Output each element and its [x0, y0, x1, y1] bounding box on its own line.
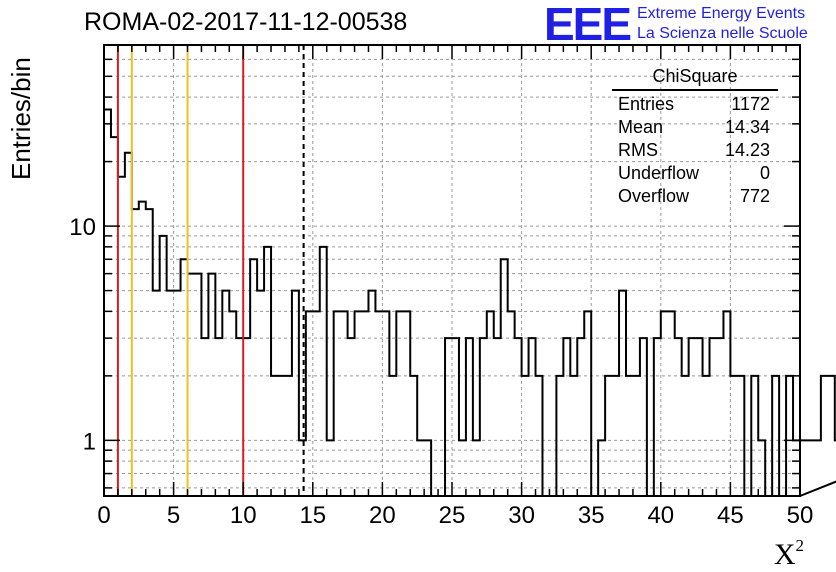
- stats-title: ChiSquare: [612, 66, 778, 91]
- x-tick-label: 0: [97, 502, 110, 529]
- x-tick-label: 25: [439, 502, 466, 529]
- stats-box: ChiSquare Entries 1172 Mean 14.34 RMS 14.23…: [612, 66, 778, 208]
- y-axis-label: Entries/bin: [6, 57, 36, 180]
- y-tick-label: 10: [69, 214, 96, 241]
- x-tick-label: 30: [508, 502, 535, 529]
- x-tick-label: 50: [787, 502, 814, 529]
- logo-line-1: Extreme Energy Events: [637, 5, 806, 22]
- stats-row-mean: Mean 14.34: [618, 117, 770, 137]
- chart-title: ROMA-02-2017-11-12-00538: [84, 8, 408, 36]
- x-axis-label: X2: [773, 536, 804, 571]
- logo-mark: EEE: [544, 0, 632, 50]
- x-tick-label: 45: [717, 502, 744, 529]
- eee-logo: EEE Extreme Energy Events La Scienza nel…: [544, 0, 808, 50]
- x-tick-label: 35: [578, 502, 605, 529]
- x-tick-label: 15: [299, 502, 326, 529]
- x-tick-label: 5: [167, 502, 180, 529]
- y-tick-label: 1: [83, 428, 96, 455]
- x-tick-label: 10: [230, 502, 257, 529]
- x-tick-label: 20: [369, 502, 396, 529]
- logo-text: Extreme Energy Events La Scienza nelle S…: [637, 4, 808, 44]
- stats-row-entries: Entries 1172: [618, 94, 770, 114]
- stats-row-rms: RMS 14.23: [618, 140, 770, 160]
- stats-row-underflow: Underflow 0: [618, 163, 770, 183]
- x-tick-label: 40: [647, 502, 674, 529]
- stats-row-overflow: Overflow 772: [618, 186, 770, 206]
- logo-line-2: La Scienza nelle Scuole: [637, 25, 808, 42]
